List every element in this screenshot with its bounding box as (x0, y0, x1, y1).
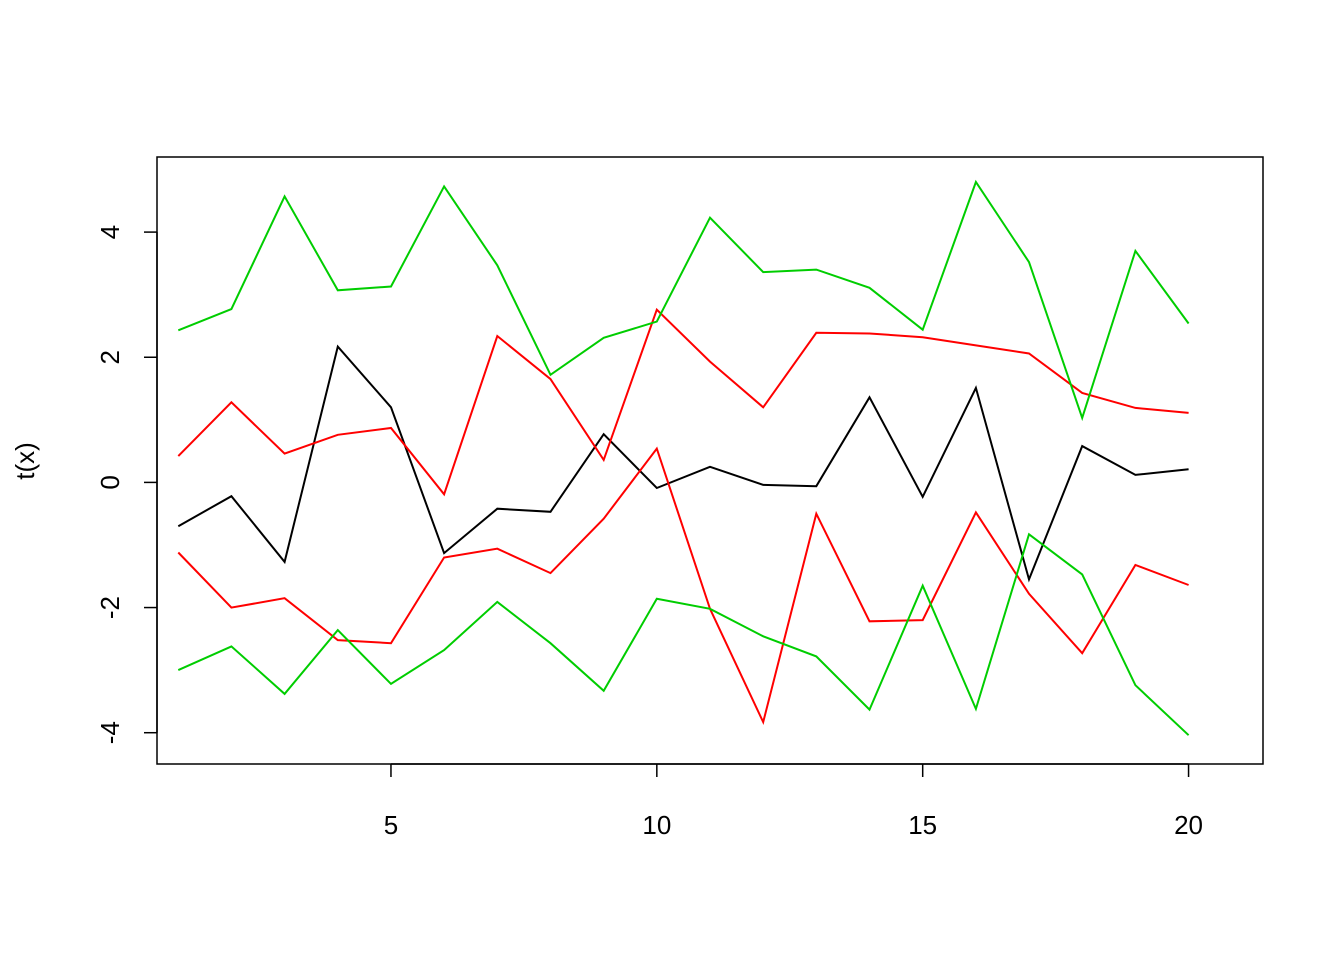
x-tick-label: 5 (384, 810, 398, 840)
series-line-2 (177, 307, 1189, 497)
x-axis: 5 10 15 20 (384, 763, 1203, 840)
x-tick-label: 10 (642, 810, 671, 840)
x-tick-label: 15 (908, 810, 937, 840)
y-tick-label: -2 (95, 596, 125, 619)
series-line-5 (177, 532, 1190, 736)
plot-box (156, 156, 1264, 765)
y-tick-label: -4 (95, 721, 125, 744)
y-axis-label: t(x) (10, 442, 40, 480)
series-line-1 (177, 344, 1189, 583)
y-tick-label: 2 (95, 350, 125, 364)
series-line-3 (177, 446, 1189, 726)
series-line-4 (177, 179, 1190, 422)
series-layer (177, 179, 1190, 736)
y-tick-label: 0 (95, 475, 125, 489)
y-axis: -4 -2 0 2 4 (95, 225, 158, 744)
x-tick-label: 20 (1174, 810, 1203, 840)
y-tick-label: 4 (95, 225, 125, 239)
